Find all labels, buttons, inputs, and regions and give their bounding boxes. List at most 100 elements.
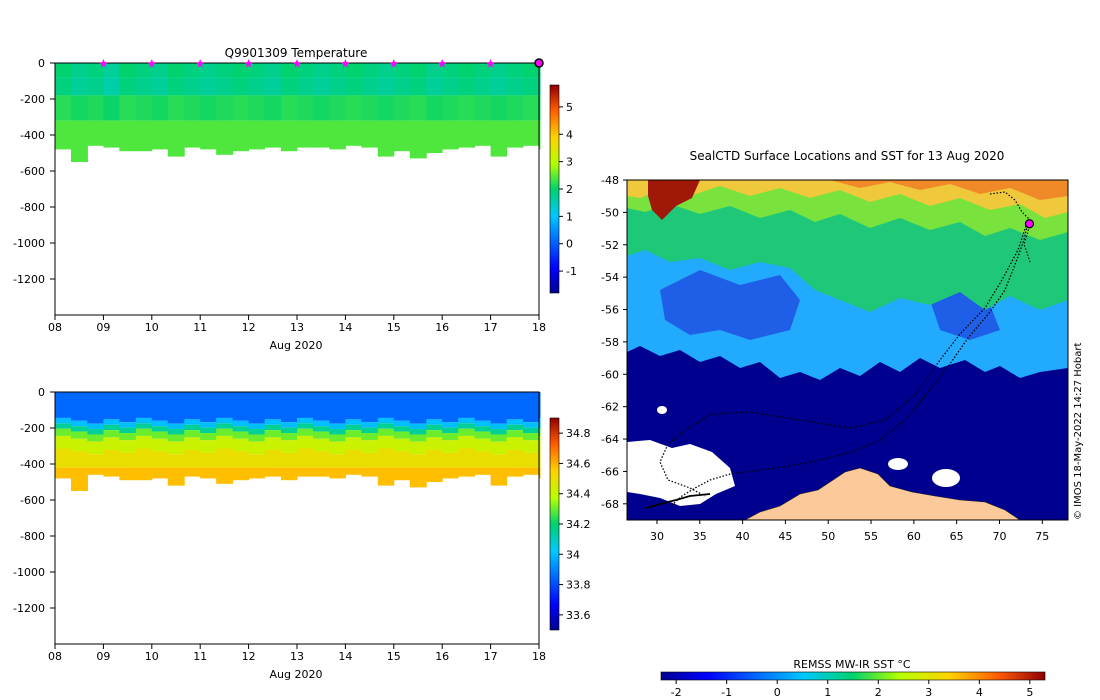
salinity-cell xyxy=(458,467,476,477)
salinity-cell xyxy=(490,454,508,468)
temperature-cell xyxy=(264,95,282,121)
salinity-cell xyxy=(232,431,250,439)
profile-marker-star xyxy=(486,59,495,68)
temperature-cell xyxy=(329,77,346,96)
temperature-cell xyxy=(474,77,492,96)
salinity-cell xyxy=(506,419,524,425)
sst-colorbar-label: REMSS MW-IR SST °C xyxy=(793,658,911,671)
lat-tick-label: -48 xyxy=(601,174,619,187)
salinity-cell xyxy=(216,467,234,484)
salinity-cell xyxy=(281,392,298,423)
temperature-cell xyxy=(103,120,120,148)
temperature-cell xyxy=(490,77,508,96)
salinity-cell xyxy=(232,438,250,452)
colorbar-tick-label: 4 xyxy=(566,128,573,141)
salinity-cell xyxy=(426,430,443,438)
salinity-x-axis: 08 09 10 11 12 13 14 15 16 17 18 xyxy=(48,644,546,663)
lat-tick-label: -66 xyxy=(601,465,619,478)
salinity-cell xyxy=(506,424,524,431)
salinity-cell xyxy=(523,440,540,453)
salinity-panel: 0 -200 -400 -600 -800 -1000 -1200 08 09 10 11 12 13… xyxy=(13,386,590,681)
temperature-cell xyxy=(70,120,88,162)
lon-tick-label: 70 xyxy=(992,530,1006,543)
salinity-cell xyxy=(377,467,395,486)
salinity-cell xyxy=(345,449,362,468)
salinity-cell xyxy=(523,467,540,475)
temperature-cell xyxy=(232,77,250,96)
x-tick-label: 16 xyxy=(435,650,449,663)
salinity-cell xyxy=(474,392,492,421)
profile-marker-star xyxy=(196,59,205,68)
lat-tick-label: -64 xyxy=(601,433,619,446)
salinity-cell xyxy=(539,392,541,418)
x-tick-label: 17 xyxy=(484,650,498,663)
salinity-cell xyxy=(442,433,459,441)
lat-tick-label: -56 xyxy=(601,304,619,317)
temperature-cell xyxy=(248,120,266,150)
salinity-cell xyxy=(264,392,282,420)
temperature-cell xyxy=(474,63,492,78)
salinity-cell xyxy=(409,441,427,455)
salinity-cell xyxy=(200,440,217,453)
salinity-cell xyxy=(458,448,476,468)
temperature-cell xyxy=(409,95,427,121)
salinity-cell xyxy=(361,422,379,428)
profile-markers xyxy=(99,58,544,68)
colorbar-tick-label: 3 xyxy=(566,156,573,169)
salinity-cell xyxy=(474,431,492,439)
temperature-cell xyxy=(248,77,266,96)
salinity-colorbar xyxy=(549,417,560,631)
salinity-cell xyxy=(393,420,411,427)
profile-marker-star xyxy=(438,59,447,68)
salinity-cell xyxy=(490,441,508,455)
salinity-cell xyxy=(377,423,395,429)
salinity-cell xyxy=(490,467,508,486)
temperature-colorbar xyxy=(549,84,560,294)
salinity-cell xyxy=(200,467,217,479)
salinity-cell xyxy=(232,467,250,481)
temperature-cell xyxy=(345,120,362,146)
salinity-cell xyxy=(248,429,266,435)
seal-track-west xyxy=(659,225,1027,497)
temperature-cell xyxy=(87,120,104,146)
lat-tick-label: -58 xyxy=(601,336,619,349)
y-tick-label: -800 xyxy=(20,201,45,214)
salinity-cell xyxy=(151,451,169,468)
y-tick-label: -600 xyxy=(20,165,45,178)
salinity-cell xyxy=(442,422,459,428)
salinity-cell xyxy=(55,428,72,436)
salinity-cell xyxy=(87,423,104,430)
salinity-cell xyxy=(345,419,362,425)
profile-marker-star xyxy=(147,59,156,68)
temperature-x-axis: 08 09 10 11 12 13 14 15 16 17 18 xyxy=(48,315,546,334)
temperature-cell xyxy=(184,95,201,121)
salinity-cell xyxy=(55,417,72,424)
x-tick-label: 12 xyxy=(242,650,256,663)
temperature-cell xyxy=(119,95,137,121)
salinity-cell xyxy=(474,426,492,432)
salinity-cell xyxy=(297,467,314,477)
salinity-cell xyxy=(426,424,443,431)
salinity-cell xyxy=(216,392,234,418)
lat-tick-label: -50 xyxy=(601,206,619,219)
salinity-cell xyxy=(70,426,88,432)
profile-marker-star xyxy=(244,59,253,68)
salinity-cell xyxy=(297,428,314,436)
salinity-cell xyxy=(506,392,524,420)
sst-colorbar-tick-label: 2 xyxy=(875,686,882,699)
salinity-cell xyxy=(248,454,266,468)
salinity-cell xyxy=(377,448,395,468)
temperature-cell xyxy=(426,95,443,121)
salinity-cell xyxy=(184,467,201,477)
temperature-cell xyxy=(409,63,427,78)
salinity-cell xyxy=(184,419,201,425)
colorbar-tick-label: 0 xyxy=(566,238,573,251)
salinity-cell xyxy=(55,448,72,468)
map-frame xyxy=(626,179,1069,521)
sst-band-warm-corner xyxy=(648,180,700,220)
x-tick-label: 10 xyxy=(145,650,159,663)
salinity-cell xyxy=(248,392,266,424)
profile-marker-star xyxy=(389,59,398,68)
salinity-cell xyxy=(539,428,541,436)
salinity-cell xyxy=(119,452,137,468)
